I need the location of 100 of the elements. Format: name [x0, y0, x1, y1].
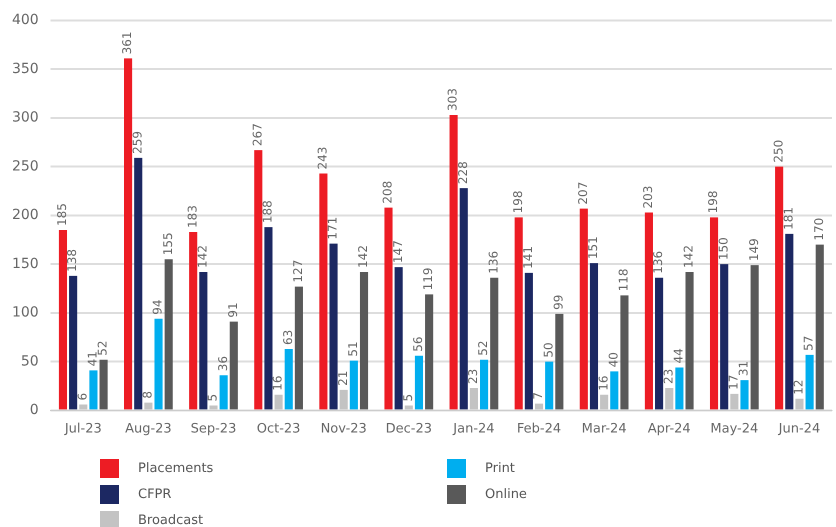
data-label: 203 [641, 186, 656, 208]
x-tick-label: Mar-24 [582, 422, 627, 437]
bar [785, 234, 794, 410]
data-label: 136 [486, 250, 500, 274]
bar [675, 368, 684, 410]
x-tick-label: Feb-24 [516, 422, 562, 437]
y-tick-label: 400 [12, 12, 39, 28]
data-label: 16 [270, 376, 285, 391]
bar [580, 208, 588, 410]
x-tick-label: Aug-23 [125, 422, 172, 437]
legend-label: Placements [138, 460, 214, 476]
bar [264, 227, 272, 410]
data-label: 99 [551, 294, 566, 310]
data-label: 185 [55, 203, 70, 226]
x-tick-label: Dec-23 [386, 422, 432, 437]
bar [199, 272, 208, 410]
data-label: 51 [346, 341, 360, 357]
data-label: 56 [411, 336, 426, 352]
data-label: 52 [96, 340, 110, 356]
data-label: 267 [250, 123, 264, 146]
data-label: 198 [706, 190, 720, 214]
bar [720, 264, 728, 410]
data-label: 7 [531, 392, 546, 400]
data-label: 17 [726, 374, 740, 390]
bar [775, 166, 784, 410]
bar [480, 360, 488, 410]
legend-label: CFPR [138, 486, 172, 502]
data-label: 228 [456, 161, 470, 184]
bar [350, 360, 358, 410]
data-label: 40 [606, 352, 620, 368]
data-label: 36 [216, 356, 230, 372]
data-label: 361 [120, 32, 134, 54]
bar [58, 230, 68, 410]
bar [154, 318, 163, 410]
legend-label: Print [485, 460, 515, 476]
data-label: 188 [260, 200, 275, 224]
bar [100, 360, 108, 410]
data-label: 183 [185, 205, 200, 228]
data-label: 155 [160, 232, 175, 256]
y-tick-label: 250 [12, 158, 39, 174]
data-label: 141 [520, 246, 535, 269]
data-label: 63 [280, 330, 295, 345]
x-tick-label: Nov-23 [320, 422, 367, 437]
data-label: 303 [446, 88, 460, 111]
data-label: 136 [651, 250, 666, 274]
y-tick-label: 300 [12, 110, 39, 126]
x-tick-label: May-24 [710, 422, 758, 437]
bar [644, 212, 653, 410]
data-label: 16 [596, 376, 610, 391]
data-label: 142 [195, 245, 210, 268]
bar [360, 272, 368, 410]
y-tick-label: 50 [20, 353, 39, 370]
data-label: 8 [140, 390, 155, 399]
data-label: 138 [65, 248, 80, 272]
bar [555, 314, 564, 410]
data-label: 207 [576, 182, 590, 205]
bar [655, 278, 664, 410]
bar [460, 188, 468, 410]
y-tick-label: 100 [12, 304, 39, 321]
bar [750, 265, 759, 410]
bar [284, 348, 293, 410]
bar [490, 278, 498, 410]
bar [545, 362, 554, 410]
data-label: 21 [336, 370, 350, 386]
data-label: 44 [672, 348, 686, 364]
data-label: 6 [75, 392, 90, 401]
y-tick-label: 0 [30, 402, 39, 418]
data-label: 23 [661, 368, 676, 384]
x-tick-label: Apr-24 [648, 422, 691, 437]
bar [89, 370, 98, 410]
x-tick-label: Oct-23 [256, 422, 300, 437]
x-tick-label: Jun-24 [778, 422, 820, 437]
data-label: 57 [802, 336, 816, 351]
data-label: 5 [400, 394, 415, 402]
data-label: 31 [736, 360, 751, 376]
bar [319, 173, 328, 410]
bar [610, 371, 618, 410]
data-label: 94 [150, 299, 165, 315]
data-label: 142 [682, 245, 696, 268]
bar [124, 58, 132, 410]
bar [294, 286, 303, 410]
data-label: 118 [616, 268, 631, 292]
bar [514, 217, 523, 410]
data-label: 198 [510, 190, 525, 214]
bar [740, 380, 749, 410]
bar [254, 150, 262, 410]
y-tick-label: 200 [12, 207, 39, 224]
data-label: 243 [316, 146, 330, 170]
x-tick-label: Jul-23 [64, 422, 102, 437]
data-label: 208 [380, 180, 395, 204]
data-label: 23 [466, 368, 480, 384]
bar [220, 375, 228, 410]
data-label: 151 [586, 236, 600, 260]
bar [69, 276, 78, 410]
bar [450, 114, 458, 410]
bar [189, 232, 198, 410]
bar [685, 272, 694, 410]
data-label: 250 [771, 140, 786, 163]
y-tick-label: 350 [12, 60, 39, 77]
bar [329, 244, 338, 410]
